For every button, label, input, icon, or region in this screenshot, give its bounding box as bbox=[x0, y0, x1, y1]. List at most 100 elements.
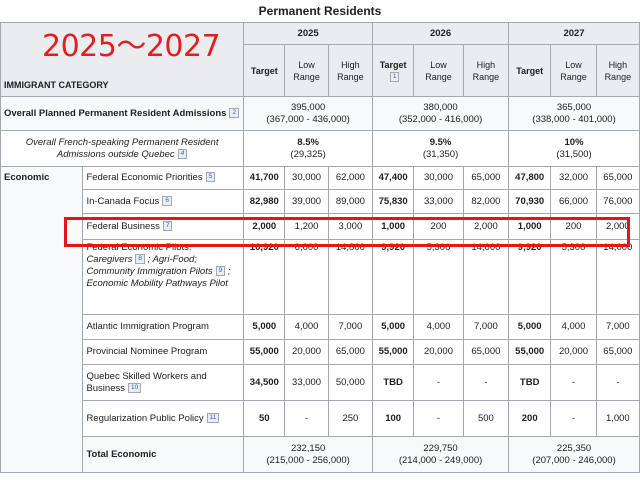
value-cell: - bbox=[284, 400, 329, 437]
value-cell: 30,000 bbox=[413, 166, 464, 190]
value-cell: 14,000 bbox=[595, 239, 640, 315]
low-range-header: Low Range bbox=[550, 44, 597, 97]
federal-business-highlight bbox=[64, 217, 630, 247]
value-cell: 50,000 bbox=[327, 364, 374, 401]
overall-2027: 365,000 (338,000 - 401,000) bbox=[508, 96, 640, 131]
target-header: Target bbox=[508, 44, 552, 97]
high-range-header: High Range bbox=[462, 44, 510, 97]
value-cell: 4,000 bbox=[284, 314, 329, 340]
target-header: Target 1 bbox=[372, 44, 415, 97]
value-cell: 4,000 bbox=[550, 314, 597, 340]
value-cell: 20,000 bbox=[413, 339, 464, 365]
footnote-ref[interactable]: 11 bbox=[206, 412, 220, 423]
footnote-ref[interactable]: 4 bbox=[177, 148, 188, 159]
value-cell: 5,300 bbox=[550, 239, 597, 315]
row-label: Federal Economic Pilots: Caregivers 8 ; A… bbox=[82, 239, 245, 315]
footnote-ref[interactable]: 10 bbox=[128, 382, 142, 393]
value-cell: - bbox=[413, 400, 464, 437]
high-range-header: High Range bbox=[595, 44, 640, 97]
value-cell: 82,000 bbox=[462, 189, 510, 214]
value-cell: 75,830 bbox=[372, 189, 415, 214]
row-label: Federal Economic Priorities 5 bbox=[82, 166, 245, 190]
row-label: Provincial Nominee Program bbox=[82, 339, 245, 365]
value-cell: 20,000 bbox=[550, 339, 597, 365]
value-cell: 89,000 bbox=[327, 189, 374, 214]
value-cell: 39,000 bbox=[284, 189, 329, 214]
footnote-ref[interactable]: 2 bbox=[229, 107, 240, 118]
row-label: Atlantic Immigration Program bbox=[82, 314, 245, 340]
value-cell: 9,920 bbox=[508, 239, 552, 315]
category-header: IMMIGRANT CATEGORY bbox=[0, 22, 245, 97]
value-cell: 65,000 bbox=[327, 339, 374, 365]
value-cell: 7,000 bbox=[595, 314, 640, 340]
year-range-overlay: 2025～2027 bbox=[42, 29, 221, 64]
value-cell: - bbox=[550, 400, 597, 437]
row-label: Regularization Public Policy 11 bbox=[82, 400, 245, 437]
value-cell: 70,930 bbox=[508, 189, 552, 214]
french-2027: 10% (31,500) bbox=[508, 130, 640, 167]
category-header-label: IMMIGRANT CATEGORY bbox=[4, 80, 109, 90]
value-cell: 200 bbox=[508, 400, 552, 437]
value-cell: 33,000 bbox=[413, 189, 464, 214]
value-cell: 30,000 bbox=[284, 166, 329, 190]
value-cell: 14,000 bbox=[462, 239, 510, 315]
row-label: In-Canada Focus 6 bbox=[82, 189, 245, 214]
high-range-header: High Range bbox=[327, 44, 374, 97]
low-range-header: Low Range bbox=[284, 44, 329, 97]
value-cell: - bbox=[595, 364, 640, 401]
value-cell: 5,000 bbox=[372, 314, 415, 340]
value-cell: 6,000 bbox=[284, 239, 329, 315]
row-label: Quebec Skilled Workers and Business 10 bbox=[82, 364, 245, 401]
value-cell: 65,000 bbox=[462, 339, 510, 365]
target-header: Target bbox=[243, 44, 286, 97]
overall-label: Overall Planned Permanent Resident Admis… bbox=[4, 107, 227, 119]
value-cell: 5,000 bbox=[508, 314, 552, 340]
table-caption: Permanent Residents bbox=[258, 4, 382, 18]
value-cell: 66,000 bbox=[550, 189, 597, 214]
value-cell: 41,700 bbox=[243, 166, 286, 190]
value-cell: 34,500 bbox=[243, 364, 286, 401]
value-cell: 82,980 bbox=[243, 189, 286, 214]
low-range-header: Low Range bbox=[413, 44, 464, 97]
value-cell: 33,000 bbox=[284, 364, 329, 401]
value-cell: 50 bbox=[243, 400, 286, 437]
french-2025: 8.5% (29,325) bbox=[243, 130, 374, 167]
footnote-ref[interactable]: 5 bbox=[205, 172, 216, 183]
value-cell: 20,000 bbox=[284, 339, 329, 365]
value-cell: - bbox=[550, 364, 597, 401]
value-cell: 55,000 bbox=[372, 339, 415, 365]
french-label: Overall French-speaking Permanent Reside… bbox=[25, 136, 219, 160]
value-cell: 55,000 bbox=[508, 339, 552, 365]
value-cell: 100 bbox=[372, 400, 415, 437]
value-cell: 65,000 bbox=[595, 166, 640, 190]
value-cell: 10,920 bbox=[243, 239, 286, 315]
overall-2025: 395,000 (367,000 - 436,000) bbox=[243, 96, 374, 131]
value-cell: 5,300 bbox=[413, 239, 464, 315]
footnote-ref[interactable]: 9 bbox=[215, 266, 226, 277]
value-cell: 5,000 bbox=[243, 314, 286, 340]
value-cell: 4,000 bbox=[413, 314, 464, 340]
footnote-ref[interactable]: 1 bbox=[389, 72, 400, 83]
value-cell: 250 bbox=[327, 400, 374, 437]
value-cell: 9,920 bbox=[372, 239, 415, 315]
overall-label-cell: Overall Planned Permanent Resident Admis… bbox=[0, 96, 245, 131]
overall-2026: 380,000 (352,000 - 416,000) bbox=[372, 96, 510, 131]
french-2026: 9.5% (31,350) bbox=[372, 130, 510, 167]
value-cell: TBD bbox=[372, 364, 415, 401]
footnote-ref[interactable]: 6 bbox=[162, 195, 172, 206]
total-economic-label: Total Economic bbox=[82, 436, 245, 473]
value-cell: 65,000 bbox=[595, 339, 640, 365]
total-2026: 229,750 (214,000 - 249,000) bbox=[372, 436, 510, 473]
total-2025: 232,150 (215,000 - 256,000) bbox=[243, 436, 374, 473]
value-cell: 14,800 bbox=[327, 239, 374, 315]
french-label-cell: Overall French-speaking Permanent Reside… bbox=[0, 130, 245, 167]
value-cell: 1,000 bbox=[595, 400, 640, 437]
year-header-2025: 2025 bbox=[243, 22, 374, 45]
value-cell: 65,000 bbox=[462, 166, 510, 190]
footnote-ref[interactable]: 7 bbox=[162, 220, 173, 231]
value-cell: - bbox=[462, 364, 510, 401]
value-cell: 62,000 bbox=[327, 166, 374, 190]
value-cell: 76,000 bbox=[595, 189, 640, 214]
year-header-2026: 2026 bbox=[372, 22, 510, 45]
footnote-ref[interactable]: 8 bbox=[135, 254, 145, 265]
